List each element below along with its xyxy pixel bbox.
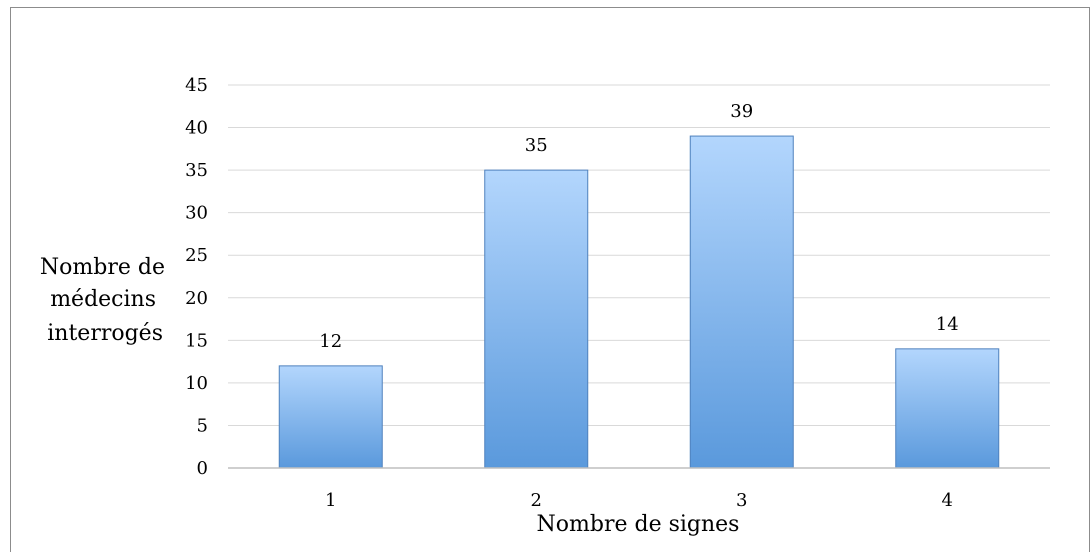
data-label: 35 — [525, 135, 548, 156]
y-tick-label: 5 — [197, 415, 208, 436]
x-tick-label: 1 — [325, 490, 336, 511]
bar — [689, 135, 794, 469]
bar — [484, 169, 589, 469]
data-labels: 12 35 39 14 — [319, 101, 958, 352]
data-label: 14 — [936, 314, 959, 335]
y-tick-label: 20 — [185, 288, 208, 309]
y-tick-label: 40 — [185, 118, 208, 139]
y-tick-label: 35 — [185, 160, 208, 181]
y-axis-title-line-3: interrogés — [47, 321, 163, 346]
data-label: 39 — [730, 101, 753, 122]
y-tick-label: 25 — [185, 245, 208, 266]
x-tick-label: 2 — [531, 490, 542, 511]
bar — [278, 365, 383, 469]
x-axis-title: Nombre de signes — [537, 512, 740, 537]
y-tick-label: 45 — [185, 75, 208, 96]
y-tick-label: 0 — [197, 458, 208, 479]
x-axis-ticks: 1 2 3 4 — [325, 490, 953, 511]
data-label: 12 — [319, 331, 342, 352]
bar — [895, 348, 1000, 469]
x-tick-label: 4 — [942, 490, 953, 511]
y-tick-label: 30 — [185, 203, 208, 224]
y-axis-ticks: 0 5 10 15 20 25 30 35 40 45 — [185, 75, 208, 479]
y-tick-label: 10 — [185, 373, 208, 394]
bars — [278, 135, 1000, 469]
y-tick-label: 15 — [185, 330, 208, 351]
y-axis-title-line-1: Nombre de — [40, 255, 165, 280]
x-tick-label: 3 — [736, 490, 747, 511]
y-axis-title-line-2: médecins — [50, 287, 156, 312]
